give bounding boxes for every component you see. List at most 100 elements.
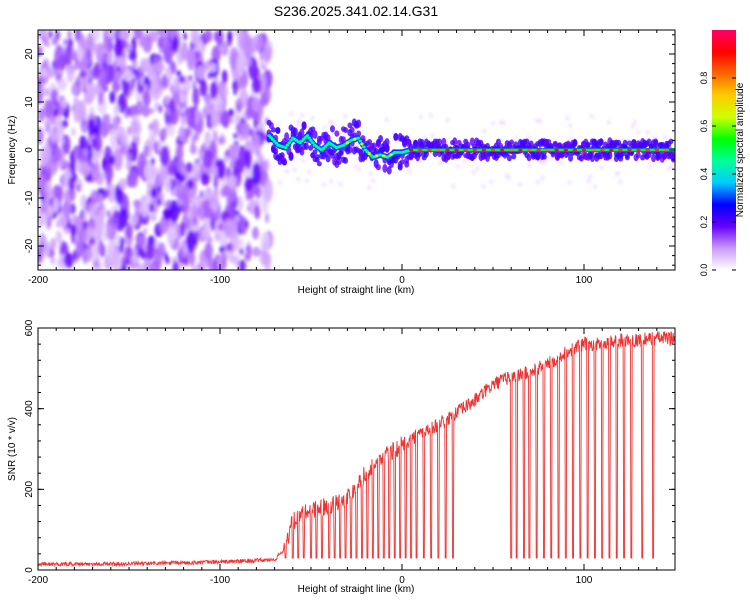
y-tick-label: 400 [24,400,35,417]
noise-blob [191,264,196,270]
noise-blob [179,263,184,269]
sparse-point [296,177,300,182]
noise-blob [228,108,235,117]
snr-series [38,330,675,568]
ridge-hotspot [481,148,487,152]
noise-blob [150,157,155,167]
noise-blob [202,149,213,168]
ridge-hotspot [360,142,364,146]
noise-blob [165,256,170,265]
noise-blob [70,224,77,237]
noise-blob [131,119,139,134]
noise-blob [142,90,151,107]
noise-blob [87,196,93,204]
noise-blob [158,47,163,54]
noise-blob [75,76,80,87]
noise-blob [129,170,139,188]
noise-blob [50,238,57,250]
sparse-point [322,125,326,130]
noise-blob [117,125,126,144]
ridge-halo [404,161,410,168]
noise-blob [209,189,219,213]
noise-blob [233,132,238,139]
x-tick-label: -100 [210,275,230,286]
noise-blob [104,188,110,198]
ridge-halo [281,157,287,166]
noise-blob [98,66,108,89]
noise-blob [247,199,256,215]
colorbar-gradient [712,30,736,270]
noise-blob [97,239,104,255]
sparse-point [419,114,423,119]
noise-blob [150,63,160,80]
sparse-point [499,120,503,125]
x-tick-label: 0 [399,275,405,286]
noise-blob [96,256,101,263]
ridge-hotspot [418,148,423,152]
noise-blob [91,30,101,43]
noise-blob [38,107,45,121]
ridge-halo [469,137,475,146]
noise-blob [184,256,188,267]
ridge-hotspot [518,148,523,152]
noise-blob [178,75,185,84]
noise-blob [235,52,245,77]
sparse-point [646,130,650,135]
sparse-point [305,178,309,183]
noise-blob [190,30,200,45]
noise-blob [83,93,92,105]
noise-blob [247,128,254,137]
x-tick-label: -200 [28,575,48,586]
noise-blob [210,110,220,128]
noise-blob [132,248,138,263]
noise-blob [48,30,53,39]
ridge-hotspot [572,148,578,152]
noise-blob [93,62,101,77]
ridge-halo [340,136,346,143]
sparse-point [566,116,570,121]
noise-blob [91,138,98,149]
noise-blob [161,76,169,89]
noise-blob [177,189,182,201]
ridge-hotspot [554,148,559,152]
noise-blob [109,90,116,104]
noise-blob [129,214,138,226]
noise-blob [83,233,88,243]
noise-blob [176,70,182,77]
ridge-hotspot [427,148,432,152]
x-tick-label: 0 [399,575,405,586]
noise-blob [160,146,170,167]
noise-blob [64,45,73,66]
noise-blob [75,241,84,259]
sparse-point [408,169,412,174]
noise-blob [117,93,128,114]
noise-blob [264,159,270,171]
noise-blob [194,117,200,124]
noise-blob [254,198,260,208]
noise-blob [112,115,119,131]
noise-blob [209,62,217,73]
noise-blob [118,30,128,40]
ridge-halo [541,154,547,160]
noise-blob [190,137,196,147]
colorbar-tick-label: 0.2 [699,216,709,229]
noise-blob [217,158,226,180]
ridge-hotspot [509,148,514,152]
colorbar-tick-label: 0.0 [699,264,709,277]
ridge-halo [275,127,281,134]
ridge-halo [316,161,322,167]
snr-frame [37,327,676,571]
noise-blob [52,163,58,174]
noise-blob [149,108,155,114]
noise-blob [198,41,204,50]
noise-blob [72,157,76,167]
ridge-core [358,139,362,143]
noise-blob [222,86,228,99]
ridge-hotspot [627,148,632,152]
noise-blob [149,129,156,145]
noise-blob [244,176,254,192]
noise-blob [169,199,179,223]
ridge-halo [380,146,386,153]
noise-blob [248,167,252,177]
noise-blob [131,36,137,52]
